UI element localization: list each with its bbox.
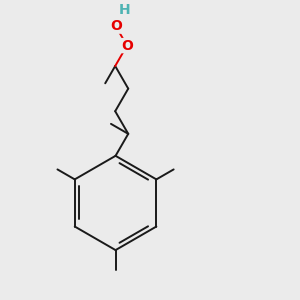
Text: O: O: [121, 39, 133, 52]
Text: H: H: [119, 3, 130, 17]
Text: O: O: [110, 19, 122, 33]
